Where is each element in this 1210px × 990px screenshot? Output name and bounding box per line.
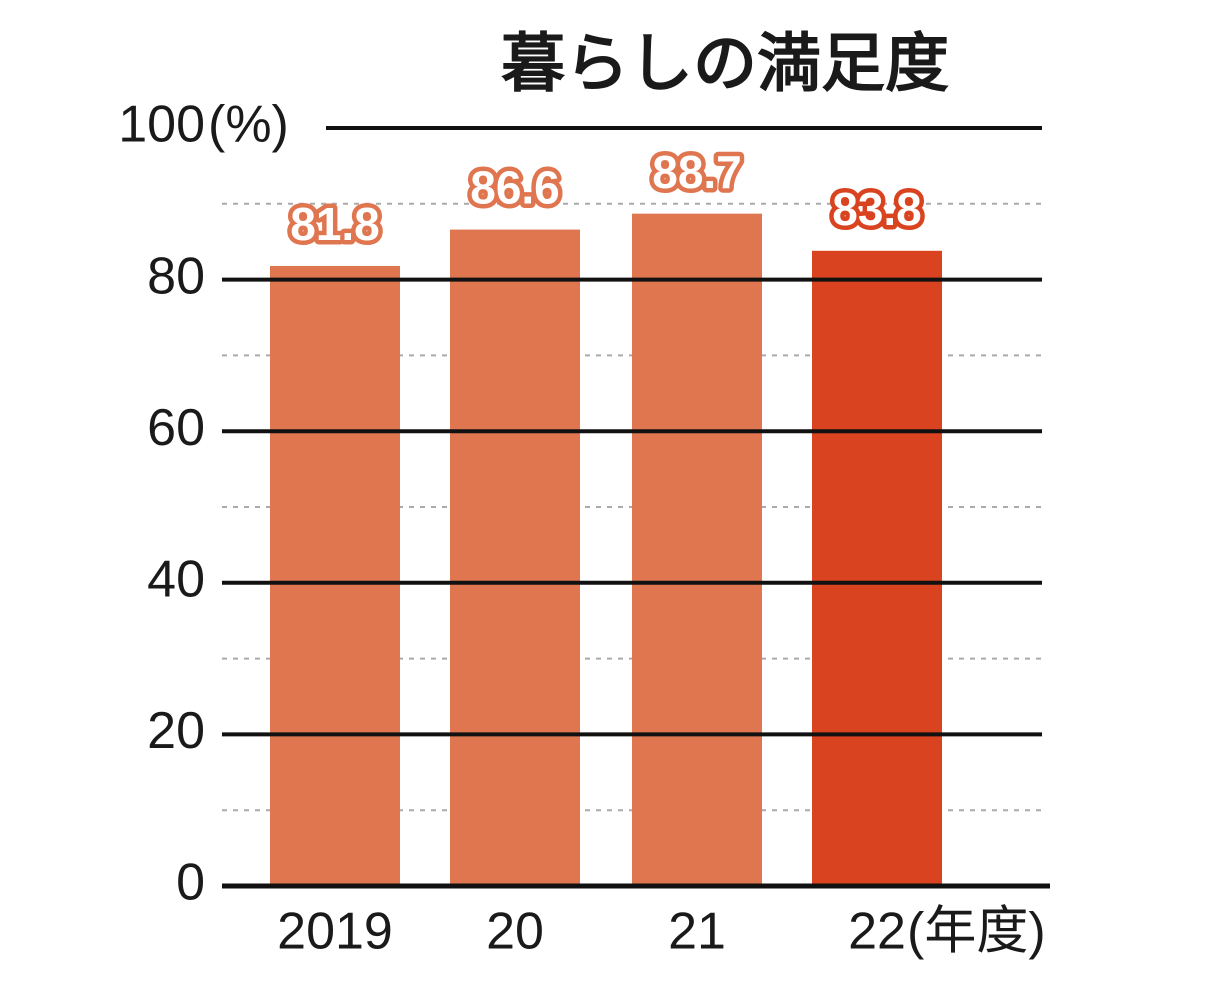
bar bbox=[812, 250, 942, 886]
value-label: 86.6 bbox=[470, 162, 560, 214]
bar bbox=[450, 229, 580, 886]
y-tick-label: 60 bbox=[147, 399, 205, 457]
x-tick-label: 21 bbox=[668, 903, 726, 961]
y-tick-label: 40 bbox=[147, 551, 205, 609]
bar bbox=[270, 265, 400, 886]
value-label: 88.7 bbox=[652, 146, 742, 198]
y-unit: (%) bbox=[208, 96, 289, 154]
y-tick-label: 80 bbox=[147, 247, 205, 305]
x-tick-label: 2019 bbox=[277, 903, 393, 961]
bar bbox=[632, 213, 762, 887]
y-tick-label: 0 bbox=[176, 854, 205, 912]
y-tick-label: 20 bbox=[147, 702, 205, 760]
value-label: 81.8 bbox=[290, 198, 380, 250]
y-tick-label: 100 bbox=[118, 96, 205, 154]
x-tick-label: 22 bbox=[848, 903, 906, 961]
x-tick-label: 20 bbox=[486, 903, 544, 961]
value-label: 83.8 bbox=[832, 183, 922, 235]
x-unit: (年度) bbox=[907, 903, 1046, 961]
chart-title: 暮らしの満足度 bbox=[501, 28, 949, 102]
